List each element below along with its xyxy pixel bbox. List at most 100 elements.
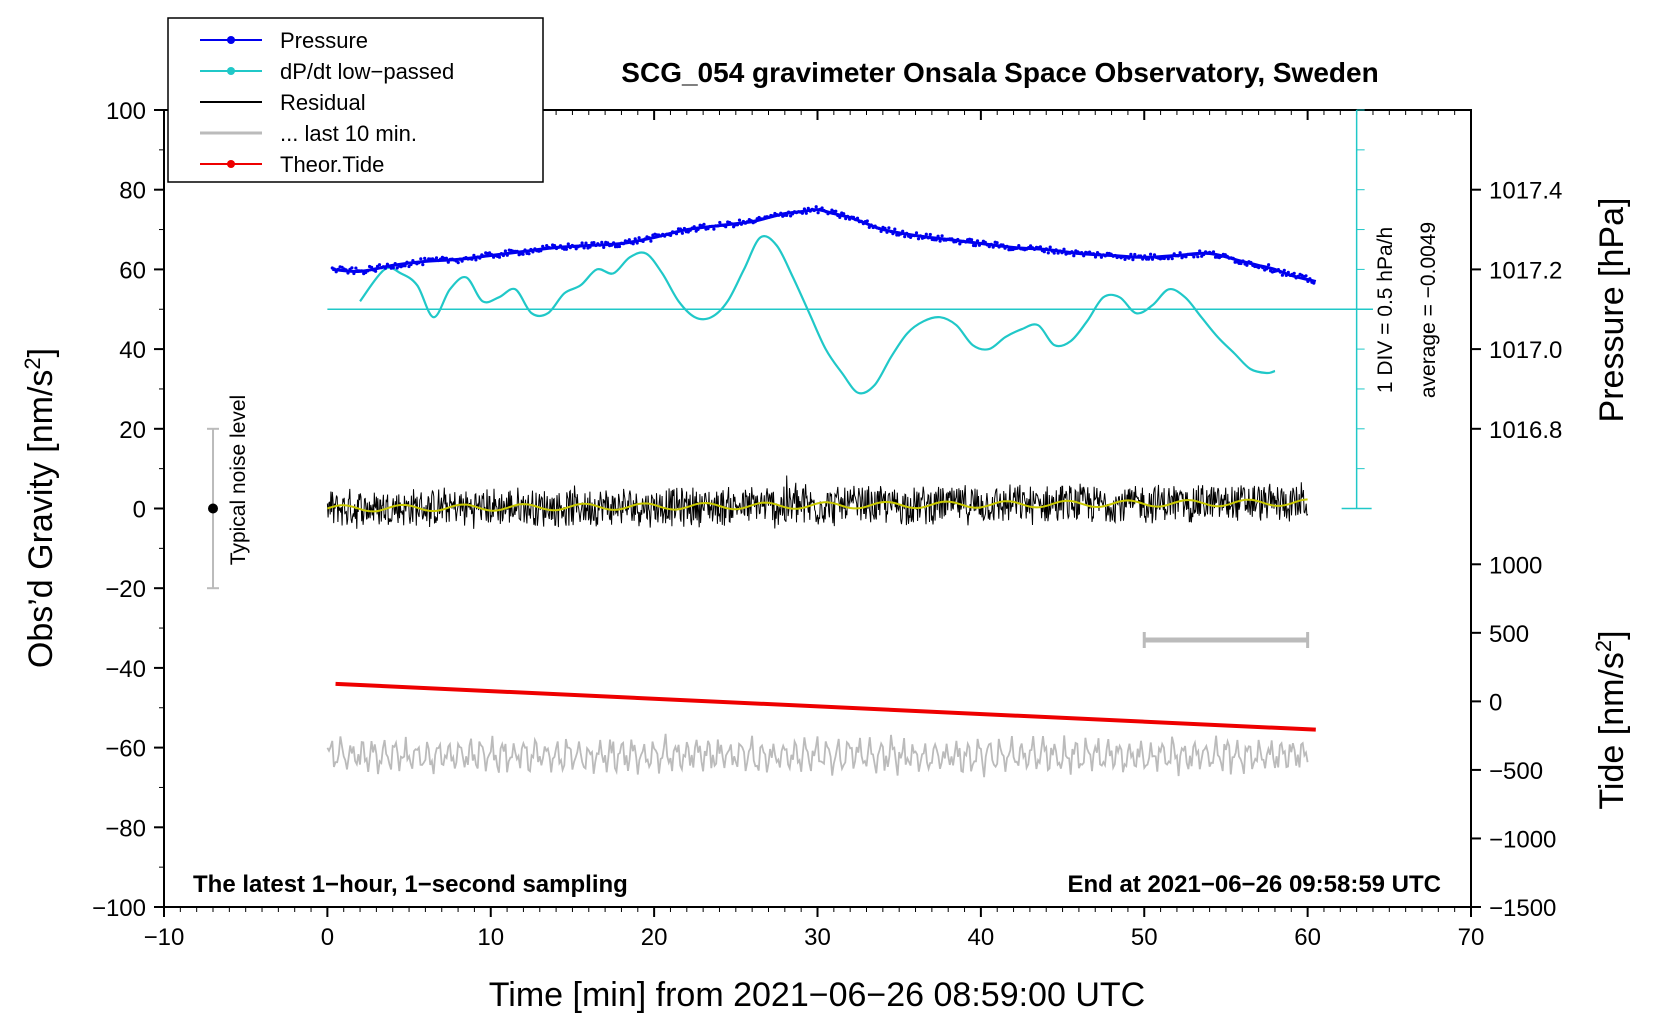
pressure-point [1219,254,1223,258]
pressure-point [572,244,576,249]
y-tick-label: −60 [105,736,146,763]
y-tick-label: −20 [105,576,146,603]
pressure-point [970,238,974,242]
tide-series-line [335,681,1316,732]
pressure-point [1184,255,1188,259]
pressure-point [505,253,509,257]
pressure-point [855,216,860,220]
series-layer [207,205,1373,778]
pressure-point [1280,273,1284,277]
pressure-point [1060,251,1064,255]
residual-smooth-line [327,498,1308,513]
legend-label: ... last 10 min. [280,121,417,146]
x-tick-label: 60 [1294,924,1321,951]
pressure-point [545,244,549,248]
pressure-point [541,244,545,248]
y-tick-label: 20 [119,417,146,444]
pressure-point [1170,257,1174,261]
pressure-point [1231,256,1235,260]
pressure-point [1127,256,1131,260]
pressure-point [791,212,795,216]
pressure-point [828,210,832,215]
pressure-point [529,247,533,252]
y-tick-label: −80 [105,815,146,842]
pressure-point [383,266,387,270]
pressure-point [637,236,641,240]
x-tick-label: 40 [968,924,995,951]
pressure-point [643,237,647,241]
pressure-point [1070,250,1074,254]
pressure-point [385,262,389,266]
tide-tick-label: −500 [1489,758,1543,785]
pressure-point [1149,252,1153,256]
tide-axis-ticks: 1000 500 0 −500 −1000 −1500 [1471,552,1556,922]
y-tick-label: 0 [133,497,146,524]
pressure-point [1267,263,1271,267]
pressure-point [1091,252,1096,256]
legend-label: Theor.Tide [280,152,384,177]
pressure-point [973,244,978,248]
pressure-point [346,271,350,275]
pressure-point [543,246,547,250]
pressure-point [836,213,840,218]
pressure-point [360,269,364,273]
pressure-point [417,261,421,265]
pressure-point [395,266,399,270]
pressure-point [564,247,569,251]
pressure-point [1129,252,1133,256]
pressure-point [1194,252,1198,256]
tide-tick-label: −1000 [1489,826,1556,853]
pressure-point [869,223,873,227]
sampling-note: The latest 1−hour, 1−second sampling [193,871,628,898]
tide-axis-title-close: ] [1593,630,1631,639]
chart-title: SCG_054 gravimeter Onsala Space Observat… [621,57,1378,88]
pressure-point [865,219,869,223]
pressure-point [1296,274,1300,278]
pressure-point [979,241,984,245]
pressure-point [592,241,596,245]
x-tick-label: 0 [321,924,334,951]
pressure-point [1211,250,1216,254]
pressure-point [649,239,653,243]
pressure-point [680,231,685,235]
pressure-point [834,209,838,213]
tide-axis-title-main: Tide [nm/s [1593,652,1631,809]
pressure-point [749,219,753,223]
pressure-point [574,247,578,251]
pressure-point [867,225,871,229]
pressure-point [924,232,928,236]
residual-series-line [326,475,1309,529]
pressure-point [696,227,700,231]
pressure-point [692,225,696,229]
pressure-point [1239,261,1243,266]
pressure-point [958,242,962,246]
pressure-point [625,240,629,244]
pressure-point [848,217,852,221]
pressure-point [885,230,889,234]
pressure-point [1054,248,1058,252]
pressure-point [606,241,610,245]
legend-swatch-marker [227,160,235,168]
dpdt-series-line [359,235,1276,395]
pressure-point [1133,252,1137,257]
pressure-point [1123,257,1127,261]
pressure-point [1196,255,1200,259]
pressure-point [950,237,954,241]
pressure-point [421,263,425,267]
pressure-point [909,235,913,239]
pressure-point [377,263,382,267]
pressure-point [787,210,791,214]
pressure-point [647,236,651,240]
pressure-tick-label: 1017.0 [1489,337,1562,364]
pressure-point [405,260,409,264]
pressure-point [706,227,710,231]
pressure-point [582,246,586,250]
legend-label: dP/dt low−passed [280,59,454,84]
pressure-point [1312,281,1316,285]
pressure-point [753,220,757,224]
tide-tick-label: 1000 [1489,552,1542,579]
pressure-point [1046,251,1050,255]
pressure-point [1015,246,1019,250]
pressure-point [800,211,805,215]
